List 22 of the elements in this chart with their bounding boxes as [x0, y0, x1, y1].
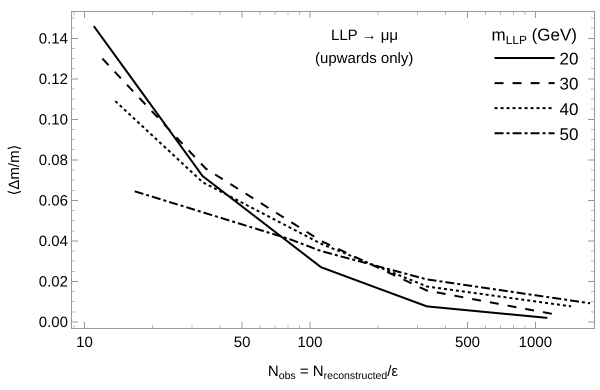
legend-title: m$_{LLP}$ (GeV) [492, 25, 577, 47]
x-tick-label: 50 [234, 334, 250, 351]
legend-label: 50 [560, 124, 578, 144]
x-axis-title: N$_{obs}$ = N$_{reconstructed}$/ε [268, 363, 398, 382]
x-tick-label: 1000 [518, 334, 552, 351]
y-tick-label: 0.04 [38, 233, 68, 250]
x-tick-label: 500 [454, 334, 480, 351]
y-tick-label: 0.12 [38, 71, 68, 88]
x-tick-label: 100 [297, 334, 322, 351]
annotation: LLP → μμ [331, 27, 398, 44]
x-tick-label: 10 [76, 334, 93, 351]
legend-label: 40 [560, 100, 578, 119]
annotation: (upwards only) [315, 50, 414, 67]
y-tick-label: 0.06 [38, 192, 68, 210]
y-tick-label: 0.14 [38, 30, 68, 48]
y-tick-label: 0.00 [38, 314, 68, 332]
y-tick-label: 0.08 [38, 152, 68, 170]
y-axis-title: ⟨Δm/m⟩ [6, 144, 24, 196]
y-tick-label: 0.02 [38, 274, 68, 291]
y-tick-label: 0.10 [38, 112, 68, 129]
legend-label: 20 [560, 50, 578, 69]
legend-label: 30 [560, 74, 578, 94]
